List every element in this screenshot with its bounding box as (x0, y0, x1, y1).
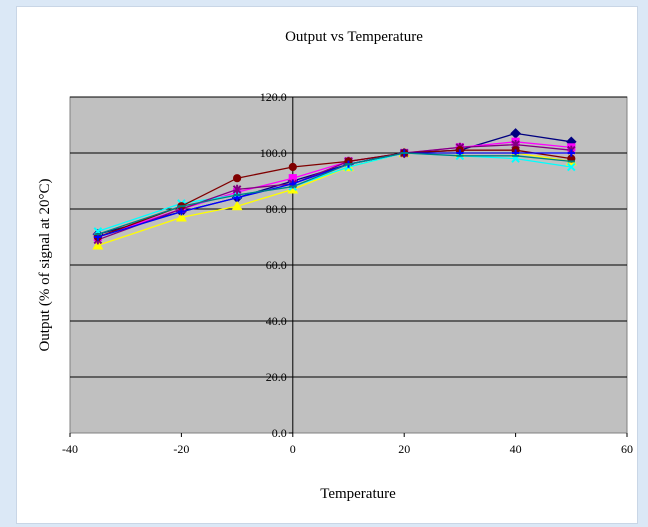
x-axis-label: Temperature (320, 486, 396, 502)
series-2-point-1 (175, 211, 187, 222)
y-tick-label-4: 80.0 (266, 202, 287, 216)
axes (69, 96, 628, 437)
chart-title: Output vs Temperature (285, 29, 423, 45)
chart: Output vs Temperature 0.0 20.0 40.0 60.0 80.… (37, 29, 633, 502)
series-5-point-3 (288, 162, 297, 172)
x-tick-label-0: -40 (62, 442, 78, 456)
y-tick-label-0: 0.0 (272, 426, 287, 440)
x-tick-label-2: 0 (290, 442, 296, 456)
chart-frame: Output vs Temperature 0.0 20.0 40.0 60.0 80.… (16, 6, 638, 524)
series-6-point-8 (567, 149, 575, 157)
y-tick-labels: 0.0 20.0 40.0 60.0 80.0 100.0 120.0 (260, 90, 287, 440)
series-4-point-2 (232, 184, 242, 194)
x-tick-label-3: 20 (398, 442, 410, 456)
x-tick-label-5: 60 (621, 442, 633, 456)
series-6-point-1 (177, 208, 185, 216)
x-tick-label-1: -20 (173, 442, 189, 456)
series-5-point-2 (233, 174, 242, 183)
series-3-point-8 (566, 162, 576, 172)
y-tick-label-5: 100.0 (260, 146, 287, 160)
y-tick-label-3: 60.0 (266, 258, 287, 272)
series-7 (94, 152, 575, 236)
y-tick-label-1: 20.0 (266, 370, 287, 384)
series-group (92, 128, 577, 250)
y-tick-label-6: 120.0 (260, 90, 287, 104)
series-2-point-2 (231, 200, 243, 211)
x-tick-labels: -40 -20 0 20 40 60 (62, 442, 633, 456)
gridlines (70, 96, 627, 378)
x-tick-label-4: 40 (510, 442, 522, 456)
y-axis-label: Output (% of signal at 20°C) (37, 178, 53, 351)
series-2-point-0 (92, 239, 104, 250)
y-tick-label-2: 40.0 (266, 314, 287, 328)
